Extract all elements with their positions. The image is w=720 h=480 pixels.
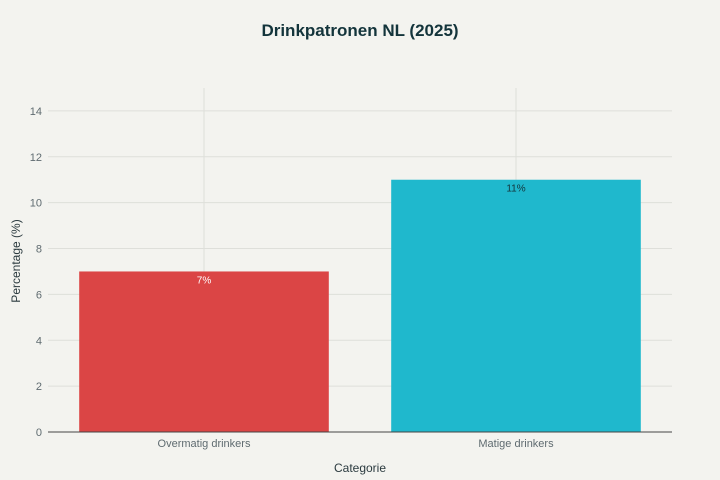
y-tick-label: 8 — [36, 244, 42, 256]
bar — [79, 271, 329, 432]
y-tick-label: 0 — [36, 427, 42, 439]
bars-layer: 7% 11% — [79, 179, 641, 432]
x-tick-labels: Overmatig drinkers Matige drinkers — [158, 438, 555, 450]
x-tick-label: Matige drinkers — [478, 438, 554, 450]
bar-data-label: 7% — [197, 275, 212, 286]
y-tick-label: 6 — [36, 289, 42, 301]
y-tick-label: 4 — [36, 335, 42, 347]
y-tick-label: 12 — [30, 152, 42, 164]
chart-title: Drinkpatronen NL (2025) — [261, 21, 458, 40]
y-tick-label: 2 — [36, 381, 42, 393]
bar-data-label: 11% — [506, 184, 525, 195]
bar — [391, 179, 641, 432]
x-tick-label: Overmatig drinkers — [158, 438, 251, 450]
x-axis-label: Categorie — [334, 461, 386, 475]
y-axis-label: Percentage (%) — [9, 219, 23, 302]
y-tick-labels: 0 2 4 6 8 10 12 14 — [30, 106, 42, 439]
y-tick-label: 14 — [30, 106, 42, 118]
y-tick-label: 10 — [30, 198, 42, 210]
